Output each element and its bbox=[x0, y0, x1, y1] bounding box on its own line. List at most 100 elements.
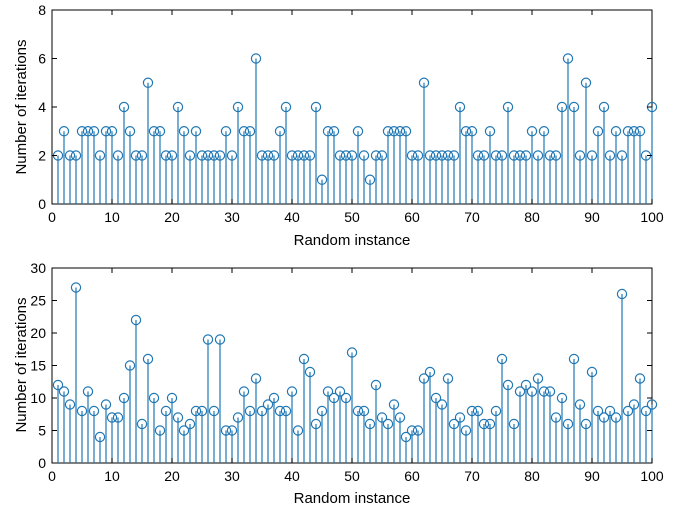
x-tick-label: 80 bbox=[524, 209, 540, 225]
stem-marker bbox=[190, 126, 202, 137]
stem-marker bbox=[268, 150, 280, 161]
stem-marker bbox=[208, 150, 220, 161]
stem-marker bbox=[268, 392, 280, 404]
y-tick-label: 8 bbox=[38, 2, 46, 18]
stem-marker bbox=[460, 126, 472, 137]
stem-marker bbox=[526, 126, 538, 137]
x-tick-label: 100 bbox=[640, 209, 664, 225]
stem-marker bbox=[64, 150, 76, 161]
stem-marker bbox=[586, 150, 598, 161]
stem-marker bbox=[376, 150, 388, 161]
stem-marker bbox=[466, 126, 478, 137]
stem-marker bbox=[370, 150, 382, 161]
y-ticks-top: 0 2 4 6 8 bbox=[38, 2, 652, 212]
stem-marker bbox=[256, 150, 268, 161]
stem-marker bbox=[640, 405, 652, 417]
stem-marker bbox=[220, 425, 232, 436]
stem-marker bbox=[136, 150, 148, 161]
stem-marker bbox=[256, 405, 268, 417]
stem-marker bbox=[364, 174, 376, 185]
stem-marker bbox=[136, 418, 148, 430]
stem-marker bbox=[514, 386, 526, 397]
stem-marker bbox=[280, 405, 292, 417]
stem-marker bbox=[436, 399, 448, 410]
stem-marker bbox=[598, 412, 610, 423]
stem-marker bbox=[286, 150, 298, 161]
stem-series-bottom bbox=[52, 282, 658, 463]
stem-marker bbox=[646, 399, 658, 410]
stem-marker bbox=[406, 150, 418, 161]
stem-marker bbox=[106, 412, 118, 423]
stem-marker bbox=[208, 405, 220, 417]
stem-marker bbox=[202, 334, 214, 345]
stem-marker bbox=[274, 126, 286, 137]
stem-marker bbox=[502, 379, 514, 391]
stem-marker bbox=[592, 126, 604, 137]
stem-marker bbox=[214, 334, 226, 345]
stem-marker bbox=[292, 150, 304, 161]
stem-marker bbox=[574, 150, 586, 161]
x-tick-label: 70 bbox=[464, 468, 480, 484]
stem-marker bbox=[604, 405, 616, 417]
stem-marker bbox=[634, 126, 646, 137]
stem-marker bbox=[448, 150, 460, 161]
stem-marker bbox=[592, 405, 604, 417]
stem-marker bbox=[76, 405, 88, 417]
stem-marker bbox=[430, 392, 442, 404]
stem-marker bbox=[334, 150, 346, 161]
x-axis-label-top: Random instance bbox=[294, 232, 411, 249]
x-ticks-top: 0 10 20 30 40 50 60 70 80 90 100 bbox=[48, 10, 664, 225]
stem-marker bbox=[556, 101, 568, 113]
stem-marker bbox=[628, 399, 640, 410]
stem-marker bbox=[82, 386, 94, 397]
stem-marker bbox=[346, 347, 358, 358]
stem-marker bbox=[544, 150, 556, 161]
y-ticks-bottom: 0 5 10 15 20 25 30 bbox=[30, 260, 652, 471]
stem-marker bbox=[604, 150, 616, 161]
stem-marker bbox=[310, 101, 322, 113]
stem-marker bbox=[82, 126, 94, 137]
stem-marker bbox=[508, 150, 520, 161]
stem-marker bbox=[586, 366, 598, 378]
stem-marker bbox=[532, 150, 544, 161]
stem-marker bbox=[490, 150, 502, 161]
stem-marker bbox=[472, 150, 484, 161]
stem-marker bbox=[514, 150, 526, 161]
stem-marker bbox=[94, 150, 106, 161]
stem-marker bbox=[394, 412, 406, 423]
stem-marker bbox=[88, 405, 100, 417]
stem-marker bbox=[538, 386, 550, 397]
stem-marker bbox=[100, 399, 112, 410]
stem-marker bbox=[184, 150, 196, 161]
stem-marker bbox=[544, 386, 556, 397]
stem-marker bbox=[244, 405, 256, 417]
x-tick-label: 100 bbox=[640, 468, 664, 484]
stem-marker bbox=[400, 431, 412, 443]
x-tick-label: 10 bbox=[104, 468, 120, 484]
stem-marker bbox=[250, 53, 262, 64]
stem-marker bbox=[112, 150, 124, 161]
stem-marker bbox=[118, 101, 130, 113]
stem-marker bbox=[478, 418, 490, 430]
stem-marker bbox=[610, 126, 622, 137]
stem-marker bbox=[562, 53, 574, 64]
x-tick-label: 70 bbox=[464, 209, 480, 225]
y-tick-label: 10 bbox=[30, 390, 46, 406]
stem-marker bbox=[454, 101, 466, 113]
y-tick-label: 30 bbox=[30, 260, 46, 276]
stem-marker bbox=[550, 150, 562, 161]
stem-marker bbox=[556, 392, 568, 404]
y-tick-label: 0 bbox=[38, 455, 46, 471]
stem-marker bbox=[328, 126, 340, 137]
x-axis-label-bottom: Random instance bbox=[294, 490, 411, 507]
stem-chart-top: 0 10 20 30 40 50 60 70 80 90 100 0 2 4 6 8 Random inst… bbox=[13, 2, 664, 249]
stem-marker bbox=[346, 150, 358, 161]
stem-marker bbox=[172, 101, 184, 113]
stem-marker bbox=[130, 150, 142, 161]
stem-marker bbox=[382, 126, 394, 137]
stem-marker bbox=[172, 412, 184, 423]
x-tick-label: 50 bbox=[344, 468, 360, 484]
stem-marker bbox=[118, 392, 130, 404]
y-tick-label: 6 bbox=[38, 51, 46, 67]
